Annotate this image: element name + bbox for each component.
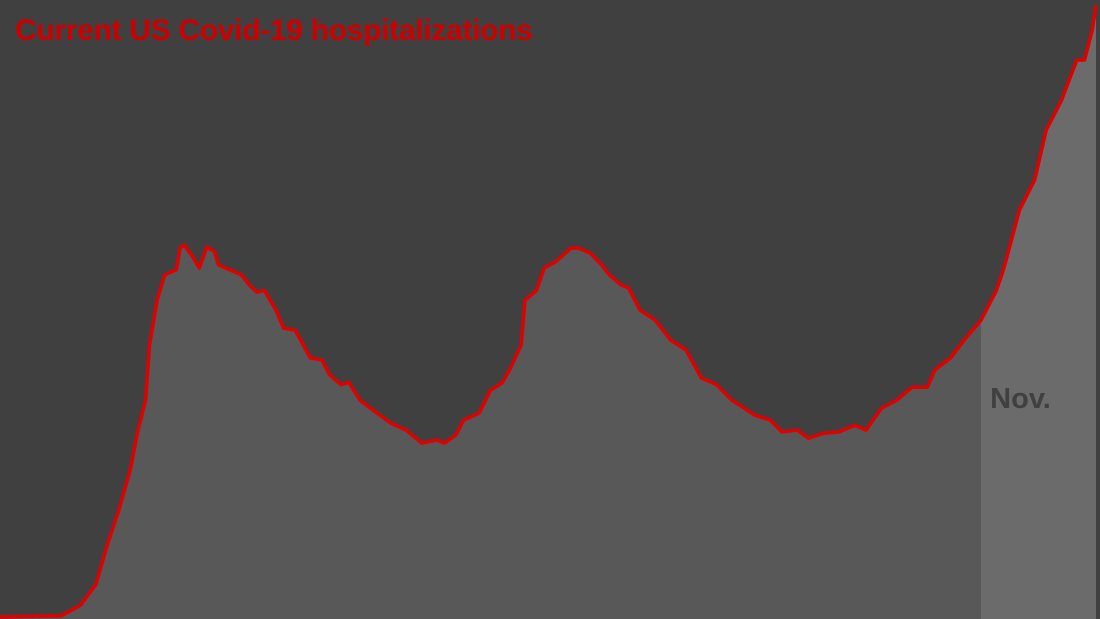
chart-title: Current US Covid-19 hospitalizations: [15, 14, 533, 47]
hospitalizations-line: [0, 5, 1098, 619]
hospitalizations-area: [0, 5, 1096, 619]
november-label: Nov.: [990, 383, 1051, 415]
